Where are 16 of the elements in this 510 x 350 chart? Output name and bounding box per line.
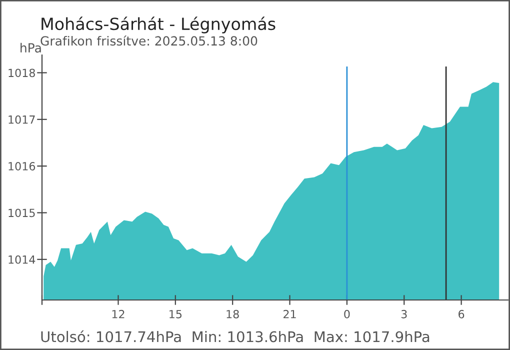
x-tick-label: 12 [112,310,124,318]
x-tick-label: 18 [226,310,239,318]
y-tick-label: 1017 [8,115,35,124]
x-tick-label: 3 [401,310,407,318]
y-tick-label: 1016 [8,162,36,170]
chart-title: Mohács-Sárhát - Légnyomás [42,16,276,34]
text: Utolsó: 1017.74hPa Min: 1013.6hPa Max: 1017.9hPa [41,330,430,342]
chart-subtitle: Grafikon frissítve: 2025.05.13 8:00 [40,35,258,46]
x-tick-label: 15 [170,310,182,318]
y-tick-label: 1018 [8,68,35,78]
x-tick-label: 0 [344,310,350,318]
y-tick-label: 1015 [8,208,35,218]
x-tick-label: 21 [284,310,296,318]
x-tick-label: 6 [458,310,464,318]
y-tick-label: 1014 [8,255,36,264]
y-axis-title: hPa [20,42,41,53]
